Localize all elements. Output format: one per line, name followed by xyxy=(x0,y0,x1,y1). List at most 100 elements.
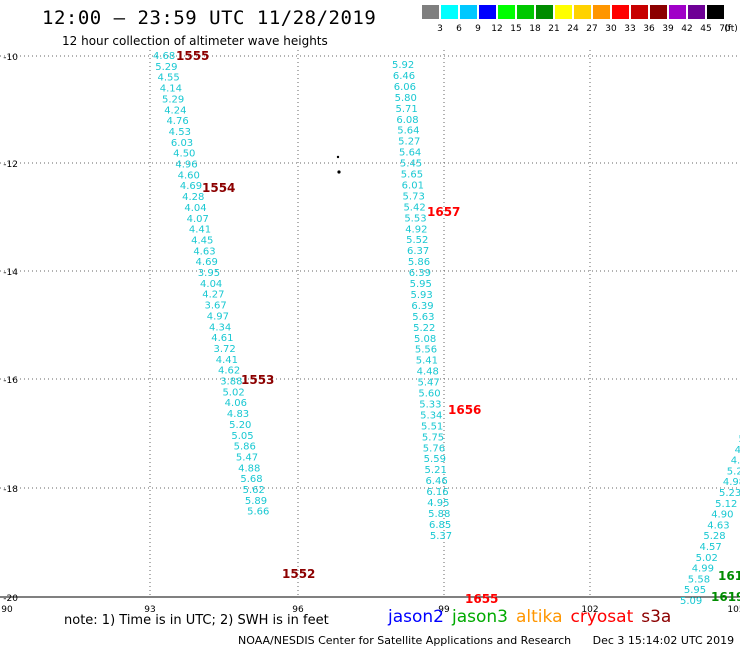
wave-height-value: 6.16 xyxy=(426,487,448,498)
wave-height-value: 5.88 xyxy=(428,509,450,520)
scale-label: 12 xyxy=(491,24,503,34)
longitude-tick-label: 105 xyxy=(727,605,740,615)
scale-label: 6 xyxy=(456,24,462,34)
wave-height-value: 6.03 xyxy=(171,138,193,149)
wave-height-value: 4.48 xyxy=(417,367,439,378)
scale-swatch xyxy=(630,4,649,20)
wave-height-value: 4.90 xyxy=(711,510,733,521)
wave-height-value: 4.53 xyxy=(169,127,191,138)
wave-height-value: 5.56 xyxy=(415,345,437,356)
wave-height-value: 4.57 xyxy=(700,542,722,553)
scale-swatch xyxy=(516,4,535,20)
wave-height-value: 4.04 xyxy=(200,279,222,290)
wave-height-value: 3.88 xyxy=(220,377,242,388)
wave-height-value: 5.60 xyxy=(418,389,440,400)
wave-height-value: 4.34 xyxy=(209,322,231,333)
wave-height-value: 4.07 xyxy=(187,214,209,225)
longitude-tick-label: 99 xyxy=(438,605,450,615)
scale-label: 70 xyxy=(719,24,731,34)
wave-height-value: 5.41 xyxy=(416,356,438,367)
wave-height-value: 5.28 xyxy=(703,531,725,542)
wave-height-value: 4.69 xyxy=(180,181,202,192)
wave-height-value: 6.46 xyxy=(425,476,447,487)
wave-height-value: 4.41 xyxy=(189,225,211,236)
wave-height-value: 5.34 xyxy=(420,410,442,421)
wave-height-value: 5.47 xyxy=(236,452,258,463)
scale-label: 21 xyxy=(548,24,560,34)
scale-label: 45 xyxy=(700,24,712,34)
wave-height-value: 5.05 xyxy=(231,431,253,442)
wave-height-value: 5.12 xyxy=(715,499,737,510)
pass-time-label: 1555 xyxy=(176,49,209,63)
wave-height-value: 4.83 xyxy=(227,409,249,420)
scale-swatch xyxy=(497,4,516,20)
pass-time-label: 1553 xyxy=(241,373,274,387)
scale-swatch xyxy=(554,4,573,20)
wave-height-value: 4.45 xyxy=(191,235,213,246)
pass-time-label: 1656 xyxy=(448,403,481,417)
wave-height-value: 5.95 xyxy=(410,279,432,290)
wave-height-value: 4.96 xyxy=(175,160,197,171)
scale-unit: (ft) xyxy=(724,24,738,34)
wave-height-value: 5.62 xyxy=(243,485,265,496)
latitude-tick-label: -20 xyxy=(3,594,18,604)
pass-time-label: 1657 xyxy=(427,205,460,219)
wave-height-value: 4.63 xyxy=(731,456,740,467)
wave-height-value: 5.02 xyxy=(222,387,244,398)
wave-height-value: 4.50 xyxy=(173,149,195,160)
wave-height-value: 4.14 xyxy=(160,84,182,95)
scale-label: 33 xyxy=(624,24,636,34)
legend-item-cryosat: cryosat xyxy=(570,607,634,627)
wave-height-value: 5.59 xyxy=(424,454,446,465)
wave-height-value: 5.09 xyxy=(680,596,702,607)
wave-height-value: 4.62 xyxy=(218,366,240,377)
wave-height-value: 5.58 xyxy=(688,574,710,585)
wave-height-value: 5.93 xyxy=(410,290,432,301)
island-dot-south xyxy=(337,170,341,174)
wave-height-value: 5.45 xyxy=(400,159,422,170)
wave-height-value: 5.76 xyxy=(423,443,445,454)
latitude-tick-label: -16 xyxy=(3,376,18,386)
wave-height-value: 4.76 xyxy=(166,116,188,127)
wave-height-value: 5.23 xyxy=(719,488,740,499)
wave-height-value: 4.63 xyxy=(193,246,215,257)
scale-label: 30 xyxy=(605,24,617,34)
scale-swatch xyxy=(421,4,440,20)
scale-swatch xyxy=(687,4,706,20)
wave-height-value: 6.46 xyxy=(393,71,415,82)
wave-height-value: 5.08 xyxy=(414,334,436,345)
wave-height-value: 5.80 xyxy=(395,93,417,104)
wave-height-value: 4.27 xyxy=(202,290,224,301)
scale-label: 24 xyxy=(567,24,579,34)
pass-time-label: 1552 xyxy=(282,567,315,581)
wave-height-value: 4.95 xyxy=(427,498,449,509)
wave-height-value: 5.92 xyxy=(392,60,414,71)
wave-height-value: 4.28 xyxy=(182,192,204,203)
pass-time-label: 1619 xyxy=(718,569,740,583)
wave-height-value: 5.33 xyxy=(419,399,441,410)
page-title: 12:00 – 23:59 UTC 11/28/2019 xyxy=(42,7,377,29)
wave-height-value: 6.37 xyxy=(407,246,429,257)
wave-height-value: 4.41 xyxy=(216,355,238,366)
legend-item-altika: altika xyxy=(516,607,563,627)
wave-height-value: 5.27 xyxy=(398,137,420,148)
wave-height-value: 6.39 xyxy=(411,301,433,312)
wave-height-value: 4.24 xyxy=(164,105,186,116)
scale-swatch xyxy=(440,4,459,20)
credit-text: NOAA/NESDIS Center for Satellite Applica… xyxy=(238,634,572,647)
latitude-tick-label: -10 xyxy=(3,53,18,63)
scale-swatch xyxy=(573,4,592,20)
wave-height-value: 4.06 xyxy=(225,398,247,409)
wave-height-value: 6.85 xyxy=(429,520,451,531)
legend-item-s3a: s3a xyxy=(641,607,672,627)
scale-label: 9 xyxy=(475,24,481,34)
wave-height-value: 5.68 xyxy=(240,474,262,485)
wave-height-value: 5.71 xyxy=(396,104,418,115)
wave-height-value: 5.52 xyxy=(406,235,428,246)
scale-swatch xyxy=(592,4,611,20)
scale-swatch xyxy=(668,4,687,20)
latitude-tick-label: -18 xyxy=(3,485,18,495)
page-subtitle: 12 hour collection of altimeter wave hei… xyxy=(62,34,328,48)
wave-height-value: 5.75 xyxy=(422,432,444,443)
